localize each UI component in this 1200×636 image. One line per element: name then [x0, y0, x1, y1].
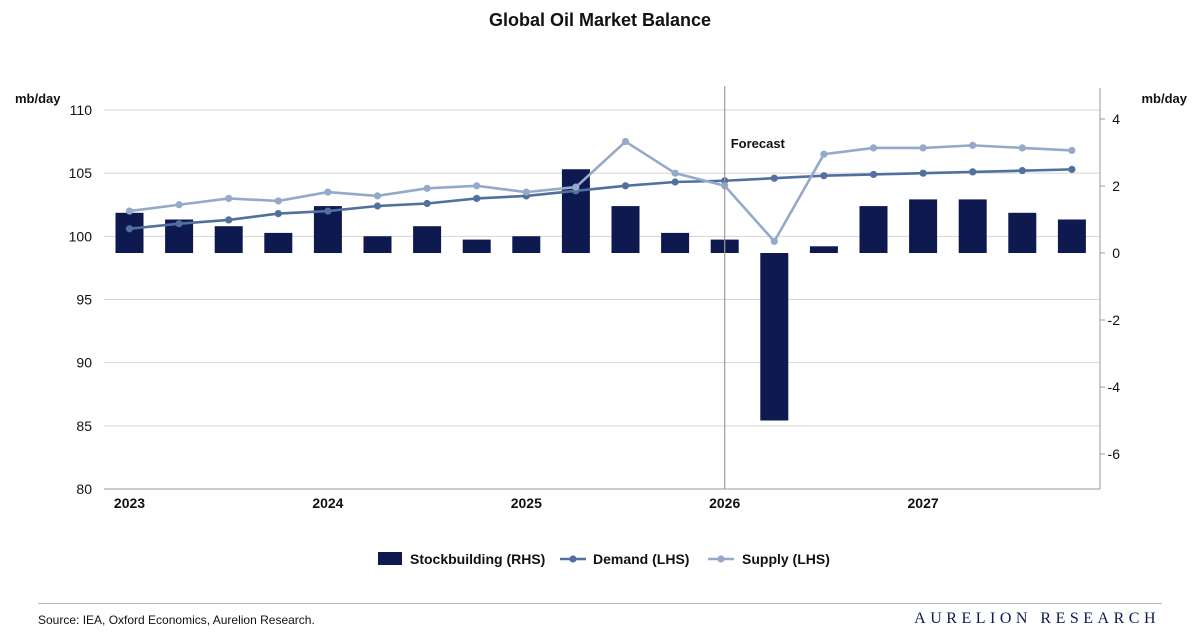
right-tick-label: -4 [1108, 379, 1121, 395]
supply-point [1018, 144, 1026, 152]
demand-point [770, 174, 778, 182]
demand-line [129, 168, 1072, 231]
source-note: Source: IEA, Oxford Economics, Aurelion … [38, 613, 315, 627]
stockbuilding-bar [264, 232, 293, 253]
demand-point [473, 194, 481, 203]
supply-point [869, 144, 878, 152]
demand-point [621, 182, 630, 190]
supply-line [129, 139, 1072, 244]
demand-point [919, 169, 927, 177]
demand-point [671, 178, 679, 186]
legend-label: Stockbuilding (RHS) [410, 551, 545, 567]
supply-point [274, 197, 282, 205]
right-tick-label: 2 [1112, 178, 1120, 194]
supply-point [621, 137, 630, 146]
right-tick-label: -2 [1108, 312, 1121, 328]
right-tick-label: -6 [1108, 446, 1121, 462]
legend-marker-demand [569, 555, 577, 563]
stockbuilding-bar [512, 236, 541, 253]
supply-point [175, 201, 183, 209]
supply-point [969, 141, 977, 149]
demand-point [820, 172, 828, 180]
axes: 80 85 90 95 100 105 110 -6 -4 -2 0 2 4 mb/day mb/day 20… [15, 86, 1188, 511]
legend-label: Supply (LHS) [742, 551, 830, 567]
legend-swatch-stockbuilding [378, 552, 402, 565]
stockbuilding-bar [413, 226, 442, 253]
right-tick-label: 4 [1112, 111, 1120, 127]
stockbuilding-bar [809, 246, 838, 253]
legend-label: Demand (LHS) [593, 551, 689, 567]
left-axis-unit: mb/day [15, 91, 61, 106]
x-tick-label: 2023 [114, 495, 145, 511]
demand-point [324, 207, 332, 215]
supply-point [522, 188, 530, 196]
legend: Stockbuilding (RHS) Demand (LHS) Supply (L… [378, 551, 830, 567]
x-tick-label: 2024 [312, 495, 343, 511]
left-tick-label: 100 [69, 228, 93, 244]
x-tick-label: 2027 [908, 495, 939, 511]
supply-point [423, 184, 431, 192]
demand-point [274, 209, 282, 218]
footer-divider [38, 603, 1162, 604]
stockbuilding-bar [561, 169, 590, 253]
left-tick-label: 85 [76, 418, 92, 434]
forecast-label: Forecast [731, 136, 786, 151]
left-tick-label: 105 [69, 165, 93, 181]
stockbuilding-bar [1057, 219, 1086, 253]
supply-point [572, 183, 580, 191]
chart-area: 80 85 90 95 100 105 110 -6 -4 -2 0 2 4 mb/day mb/day 20… [15, 86, 1188, 567]
right-axis-unit: mb/day [1141, 91, 1187, 106]
supply-point [324, 188, 332, 196]
supply-point [919, 144, 927, 152]
stockbuilding-bar [462, 239, 491, 253]
demand-point [373, 202, 382, 210]
demand-point [969, 168, 977, 176]
grid-lines [104, 109, 1100, 427]
left-tick-label: 95 [76, 292, 92, 308]
stockbuilding-bar [958, 199, 987, 253]
demand-point [1068, 165, 1076, 173]
stockbuilding-bar [115, 212, 144, 253]
demand-point [225, 216, 233, 224]
demand-point [125, 225, 134, 233]
left-tick-label: 110 [70, 102, 93, 118]
supply-point [770, 237, 778, 245]
stockbuilding-bar [859, 206, 888, 253]
chart-title: Global Oil Market Balance [488, 10, 712, 30]
legend-marker-supply [717, 555, 725, 563]
brand-logo-text: AURELION RESEARCH [914, 610, 1160, 627]
stockbuilding-bar [611, 206, 640, 253]
stockbuilding-bar [909, 199, 938, 253]
stockbuilding-bar [1008, 212, 1037, 253]
stockbuilding-bars [115, 169, 1086, 421]
x-tick-label: 2026 [709, 495, 740, 511]
left-tick-label: 90 [76, 355, 92, 371]
left-tick-label: 80 [76, 481, 92, 497]
stockbuilding-bar [363, 236, 392, 253]
supply-point [671, 169, 679, 177]
demand-point [1018, 167, 1026, 175]
stockbuilding-bar [760, 253, 789, 421]
supply-point [125, 207, 134, 215]
right-tick-label: 0 [1112, 245, 1120, 261]
demand-point [175, 220, 183, 228]
x-tick-label: 2025 [511, 495, 542, 511]
supply-point [1068, 146, 1076, 155]
demand-point [423, 199, 431, 208]
supply-point [373, 192, 382, 200]
line-series [125, 137, 1076, 245]
supply-point [473, 182, 481, 190]
demand-point [869, 170, 878, 179]
supply-point [225, 194, 233, 203]
stockbuilding-bar [214, 226, 243, 253]
stockbuilding-bar [661, 232, 690, 253]
supply-point [820, 150, 828, 158]
